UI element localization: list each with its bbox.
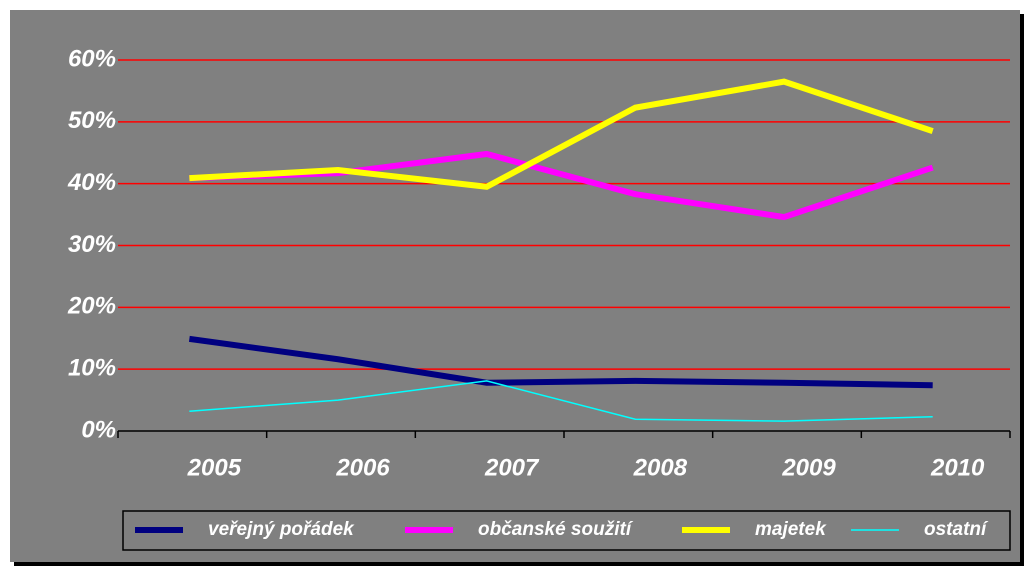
legend-box — [122, 510, 1011, 551]
legend-label: veřejný pořádek — [208, 519, 355, 540]
legend-label: ostatní — [924, 519, 989, 540]
series-line — [189, 380, 933, 422]
y-tick-label: 10% — [68, 355, 116, 382]
y-tick-label: 40% — [67, 169, 116, 196]
series-line — [188, 335, 933, 389]
legend: veřejný pořádek občanské soužití majetek os… — [122, 510, 1011, 551]
legend-label: majetek — [755, 519, 827, 540]
legend-label: občanské soužití — [478, 519, 634, 540]
x-tick-label: 2006 — [335, 454, 390, 481]
y-tick-label: 60% — [68, 45, 116, 72]
y-tick-label: 50% — [68, 107, 116, 134]
x-tick-label: 2010 — [930, 454, 985, 481]
series-line — [189, 78, 934, 190]
x-tick-label: 2008 — [633, 454, 688, 481]
x-tick-label: 2007 — [484, 454, 540, 481]
x-tick-label: 2009 — [781, 454, 836, 481]
y-tick-label: 20% — [67, 293, 116, 320]
y-tick-label: 0% — [81, 416, 116, 443]
x-tick-label: 2005 — [187, 454, 242, 481]
y-tick-label: 30% — [68, 231, 116, 258]
